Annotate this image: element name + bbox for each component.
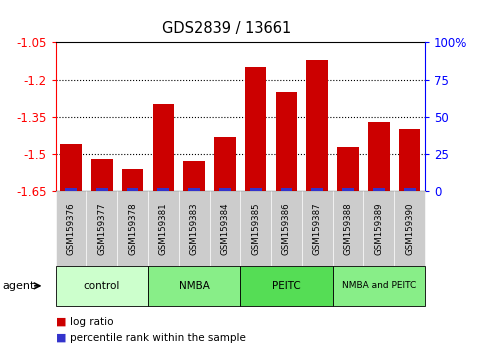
Bar xyxy=(157,188,169,191)
Bar xyxy=(276,92,297,191)
Text: agent: agent xyxy=(2,281,35,291)
Bar xyxy=(91,159,113,191)
Bar xyxy=(404,188,415,191)
Bar xyxy=(399,129,420,191)
Text: control: control xyxy=(84,281,120,291)
Text: GSM159387: GSM159387 xyxy=(313,202,322,255)
Bar xyxy=(127,188,139,191)
Bar xyxy=(245,67,267,191)
Bar xyxy=(342,188,354,191)
Bar xyxy=(337,147,359,191)
Text: GSM159378: GSM159378 xyxy=(128,202,137,255)
Bar xyxy=(368,122,390,191)
Bar xyxy=(60,144,82,191)
Bar xyxy=(312,188,323,191)
Text: GSM159376: GSM159376 xyxy=(67,202,75,255)
Text: ■: ■ xyxy=(56,333,66,343)
Bar xyxy=(153,104,174,191)
Text: PEITC: PEITC xyxy=(272,281,301,291)
Bar xyxy=(188,188,200,191)
Bar xyxy=(96,188,108,191)
Text: GSM159384: GSM159384 xyxy=(220,202,229,255)
Text: ■: ■ xyxy=(56,317,66,327)
Text: GSM159377: GSM159377 xyxy=(97,202,106,255)
Bar xyxy=(184,161,205,191)
Bar xyxy=(122,169,143,191)
Text: GSM159390: GSM159390 xyxy=(405,202,414,255)
Bar xyxy=(214,137,236,191)
Text: GSM159386: GSM159386 xyxy=(282,202,291,255)
Text: GSM159385: GSM159385 xyxy=(251,202,260,255)
Text: percentile rank within the sample: percentile rank within the sample xyxy=(70,333,246,343)
Bar xyxy=(65,188,77,191)
Text: GDS2839 / 13661: GDS2839 / 13661 xyxy=(162,21,292,36)
Text: NMBA: NMBA xyxy=(179,281,210,291)
Bar xyxy=(219,188,231,191)
Text: GSM159389: GSM159389 xyxy=(374,202,384,255)
Text: GSM159381: GSM159381 xyxy=(159,202,168,255)
Bar xyxy=(281,188,292,191)
Bar xyxy=(250,188,262,191)
Bar xyxy=(373,188,385,191)
Text: GSM159388: GSM159388 xyxy=(343,202,353,255)
Text: log ratio: log ratio xyxy=(70,317,114,327)
Bar xyxy=(307,60,328,191)
Text: GSM159383: GSM159383 xyxy=(190,202,199,255)
Text: NMBA and PEITC: NMBA and PEITC xyxy=(342,281,416,290)
